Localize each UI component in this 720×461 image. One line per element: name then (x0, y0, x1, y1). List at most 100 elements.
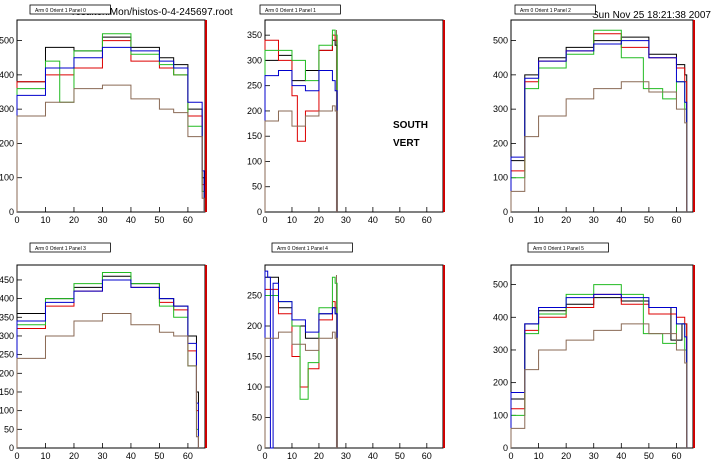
y-tick-label: 50 (252, 182, 262, 192)
series-blue (510, 293, 688, 448)
y-tick-label: 100 (493, 410, 508, 420)
y-tick-label: 250 (247, 291, 262, 301)
x-tick-label: 30 (341, 451, 351, 461)
x-tick-label: 40 (368, 215, 378, 225)
x-tick-label: 10 (40, 215, 50, 225)
series-red (16, 279, 199, 448)
series-green (264, 276, 338, 448)
panel-title: Arm 0 Orient 1 Panel 0 (35, 8, 86, 14)
series-green (510, 284, 688, 448)
y-tick-label: 400 (493, 312, 508, 322)
series-brown (16, 84, 205, 212)
y-tick-label: 250 (0, 350, 14, 360)
y-tick-label: 200 (0, 138, 14, 148)
panel-title-box (271, 242, 353, 253)
y-tick-label: 100 (493, 173, 508, 183)
y-tick-label: 200 (0, 368, 14, 378)
series-brown (510, 81, 688, 212)
x-tick-label: 10 (287, 451, 297, 461)
y-tick-label: 350 (0, 312, 14, 322)
x-tick-label: 50 (395, 215, 405, 225)
series-red (264, 34, 338, 212)
y-tick-label: 300 (493, 345, 508, 355)
y-tick-label: 100 (247, 382, 262, 392)
y-tick-label: 250 (247, 81, 262, 91)
series-red (510, 33, 688, 212)
series-red (16, 40, 205, 212)
panel-title-box (527, 242, 609, 253)
x-tick-label: 20 (69, 215, 79, 225)
x-tick-label: 0 (14, 215, 19, 225)
panel-title: Arm 0 Orient 1 Panel 2 (520, 8, 571, 14)
x-tick-label: 60 (422, 451, 432, 461)
x-tick-label: 30 (341, 215, 351, 225)
y-tick-label: 400 (0, 294, 14, 304)
y-tick-label: 0 (257, 443, 262, 453)
panel-title: Arm 0 Orient 1 Panel 1 (265, 8, 316, 14)
series-blue (510, 40, 688, 212)
x-tick-label: 30 (589, 215, 599, 225)
series-brown (16, 313, 199, 448)
x-tick-label: 50 (154, 451, 164, 461)
series-brown (264, 331, 338, 448)
y-tick-label: 350 (247, 30, 262, 40)
series-blue (16, 279, 199, 448)
x-tick-label: 60 (671, 215, 681, 225)
y-tick-label: 150 (247, 352, 262, 362)
series-red (510, 293, 688, 448)
y-tick-label: 500 (493, 36, 508, 46)
x-tick-label: 20 (561, 215, 571, 225)
file-label: resultonlMon/histos-0-4-245697.root (72, 7, 233, 18)
series-brown (510, 323, 688, 448)
x-tick-label: 50 (154, 215, 164, 225)
y-tick-label: 50 (252, 413, 262, 423)
y-tick-label: 0 (9, 443, 14, 453)
x-tick-label: 10 (534, 451, 544, 461)
y-tick-label: 400 (493, 70, 508, 80)
panel-title-box (514, 4, 596, 15)
x-tick-label: 30 (97, 451, 107, 461)
x-tick-label: 50 (395, 451, 405, 461)
y-tick-label: 0 (503, 207, 508, 217)
y-tick-label: 0 (503, 443, 508, 453)
y-tick-label: 100 (0, 406, 14, 416)
y-tick-label: 100 (0, 173, 14, 183)
y-tick-label: 500 (0, 36, 14, 46)
x-tick-label: 40 (126, 215, 136, 225)
x-tick-label: 20 (69, 451, 79, 461)
y-tick-label: 100 (247, 156, 262, 166)
series-green (16, 33, 205, 212)
x-tick-label: 0 (508, 451, 513, 461)
panel-title-box (29, 242, 111, 253)
x-tick-label: 0 (14, 451, 19, 461)
x-tick-label: 60 (183, 451, 193, 461)
series-red (264, 288, 338, 448)
panel-title-box (259, 4, 341, 15)
y-tick-label: 300 (0, 104, 14, 114)
x-tick-label: 50 (644, 451, 654, 461)
x-tick-label: 0 (262, 215, 267, 225)
panel-title: Arm 0 Orient 1 Panel 5 (533, 246, 584, 252)
x-tick-label: 10 (287, 215, 297, 225)
y-tick-label: 450 (0, 275, 14, 285)
x-tick-label: 0 (262, 451, 267, 461)
x-tick-label: 50 (644, 215, 654, 225)
series-blue (16, 46, 205, 212)
series-black (16, 36, 205, 212)
x-tick-label: 10 (534, 215, 544, 225)
panel-title: Arm 0 Orient 1 Panel 4 (277, 246, 328, 252)
x-tick-label: 40 (616, 451, 626, 461)
y-tick-label: 150 (247, 131, 262, 141)
y-tick-label: 200 (493, 378, 508, 388)
panel-title: Arm 0 Orient 1 Panel 3 (35, 246, 86, 252)
y-tick-label: 150 (0, 387, 14, 397)
x-tick-label: 40 (616, 215, 626, 225)
timestamp: Sun Nov 25 18:21:38 2007 (592, 10, 711, 21)
x-tick-label: 60 (183, 215, 193, 225)
series-black (264, 276, 338, 448)
y-tick-label: 200 (247, 321, 262, 331)
x-tick-label: 60 (422, 215, 432, 225)
series-brown (264, 105, 338, 212)
y-tick-label: 50 (4, 424, 14, 434)
